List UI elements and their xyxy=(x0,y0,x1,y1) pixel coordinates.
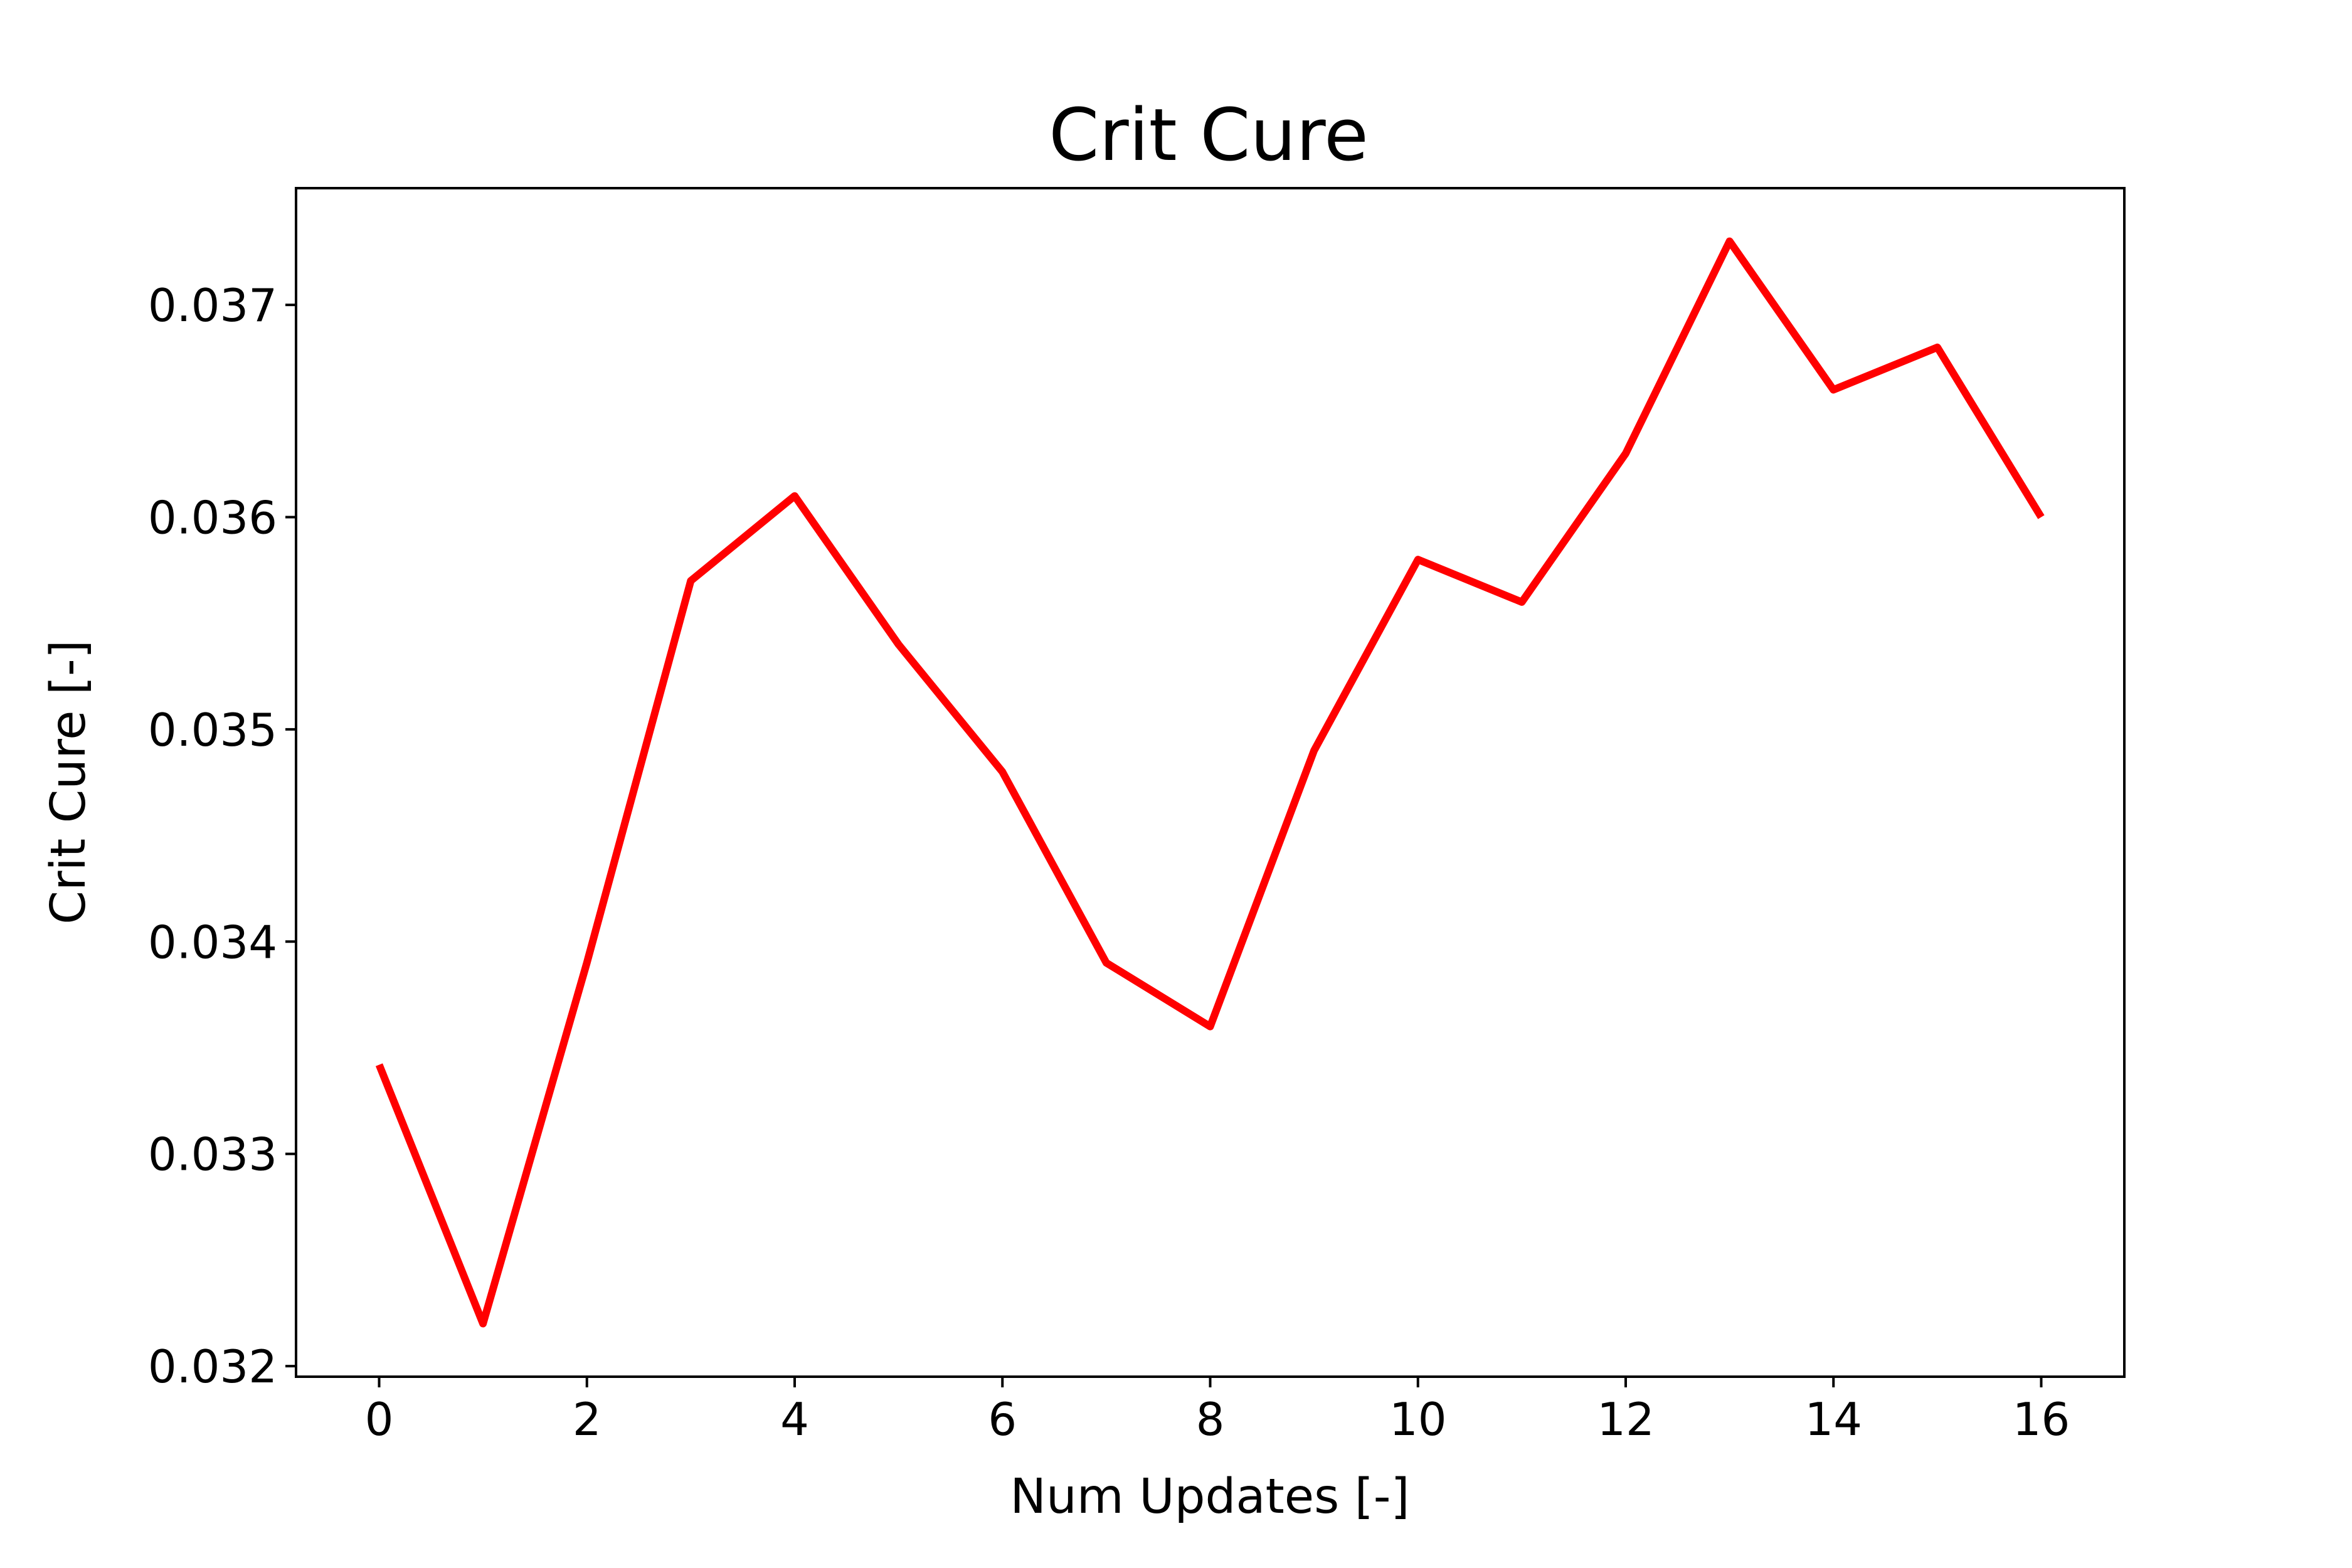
plot-area-frame xyxy=(295,187,2126,1378)
y-tick-label: 0.033 xyxy=(148,1128,277,1181)
y-axis-label: Crit Cure [-] xyxy=(41,640,97,924)
x-tick-label: 16 xyxy=(2013,1393,2070,1446)
x-tick-label: 2 xyxy=(573,1393,601,1446)
x-axis-ticks: 0 2 4 6 8 10 12 14 16 xyxy=(365,1377,2070,1446)
y-tick-label: 0.036 xyxy=(148,492,277,544)
chart-title: Crit Cure xyxy=(1049,93,1369,177)
x-tick-label: 0 xyxy=(365,1393,394,1446)
series-line-0 xyxy=(375,237,2045,1328)
x-axis-label: Num Updates [-] xyxy=(1010,1469,1409,1525)
x-tick-label: 6 xyxy=(988,1393,1017,1446)
x-tick-label: 14 xyxy=(1804,1393,1862,1446)
y-tick-label: 0.037 xyxy=(148,279,277,332)
x-tick-label: 4 xyxy=(780,1393,809,1446)
y-tick-label: 0.035 xyxy=(148,704,277,756)
y-axis-ticks: 0.032 0.033 0.034 0.035 0.036 0.037 xyxy=(148,279,296,1393)
y-tick-label: 0.032 xyxy=(148,1340,277,1393)
x-tick-label: 10 xyxy=(1389,1393,1447,1446)
series-layer xyxy=(375,237,2045,1328)
y-tick-label: 0.034 xyxy=(148,916,277,968)
x-tick-label: 8 xyxy=(1196,1393,1225,1446)
x-tick-label: 12 xyxy=(1597,1393,1655,1446)
